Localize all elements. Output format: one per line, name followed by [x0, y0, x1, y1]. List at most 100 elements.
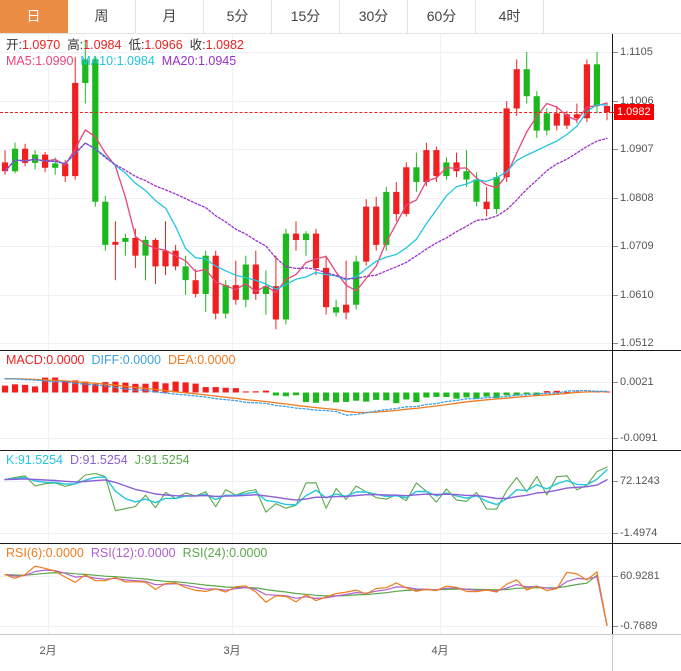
candle-body [1, 162, 9, 172]
vertical-gridline [48, 451, 49, 543]
candle-body [292, 233, 300, 240]
current-price-line [0, 112, 612, 113]
macd-histogram-bar [393, 392, 400, 404]
macd-panel[interactable]: MACD:0.0000 DIFF:0.0000 DEA:0.0000 0.0021 -… [0, 351, 681, 450]
candle-body [182, 266, 189, 281]
candle-body [252, 264, 259, 294]
macd-histogram-bar [513, 392, 520, 396]
candle-body [92, 59, 99, 202]
price-axis-label: 1.1105 [620, 46, 653, 58]
rsi-panel[interactable]: RSI(6):0.0000 RSI(12):0.0000 RSI(24):0.000… [0, 544, 681, 634]
tab-timeframe-7[interactable]: 4时 [476, 0, 544, 33]
candle-body [112, 241, 119, 245]
panel-divider [0, 450, 681, 451]
candle-body [82, 59, 89, 83]
macd-histogram-bar [433, 392, 440, 397]
panel-divider [0, 350, 681, 351]
macd-histogram-bar [302, 392, 310, 403]
time-axis-label: 3月 [223, 645, 241, 657]
candle-body [383, 191, 390, 245]
rsi-plot[interactable]: RSI(6):0.0000 RSI(12):0.0000 RSI(24):0.000… [0, 544, 612, 634]
candle-body [523, 69, 530, 97]
rsi6-line [4, 565, 608, 627]
kdj-panel[interactable]: K:91.5254 D:91.5254 J:91.5254 72.1243 -1.49… [0, 451, 681, 543]
tab-timeframe-3[interactable]: 5分 [204, 0, 272, 33]
tab-timeframe-5[interactable]: 30分 [340, 0, 408, 33]
tab-timeframe-2[interactable]: 月 [136, 0, 204, 33]
macd-histogram-bar [242, 391, 249, 393]
axis-tick [613, 246, 618, 247]
candle-body [493, 177, 500, 209]
candle-body [232, 285, 239, 300]
price-panel[interactable]: 开:1.0970 高:1.0984 低:1.0966 收:1.0982 MA5:1.09… [0, 34, 681, 350]
macd-axis: 0.0021 -0.0091 [612, 351, 681, 450]
candle-body [413, 167, 420, 182]
tab-timeframe-6[interactable]: 60分 [408, 0, 476, 33]
ma10-line [4, 103, 608, 290]
candle-body [222, 285, 229, 314]
tab-timeframe-4[interactable]: 15分 [272, 0, 340, 33]
macd-histogram-bar [282, 392, 289, 397]
panel-divider [0, 543, 681, 544]
macd-histogram-bar [172, 381, 179, 393]
candle-body [353, 261, 360, 305]
macd-histogram-bar [222, 387, 229, 393]
candle-body [443, 162, 450, 177]
macd-plot[interactable]: MACD:0.0000 DIFF:0.0000 DEA:0.0000 [0, 351, 612, 450]
vertical-gridline [232, 451, 233, 543]
candle-body [152, 239, 159, 267]
candle-body [573, 114, 580, 119]
macd-histogram-bar [453, 392, 460, 399]
axis-tick [613, 382, 618, 383]
candle-body [22, 148, 29, 163]
macd-histogram-bar [523, 392, 530, 394]
gridline [0, 576, 612, 577]
tabbar-filler [544, 0, 681, 33]
kdj-axis-label: -1.4974 [620, 527, 658, 539]
macd-histogram-bar [423, 392, 430, 398]
gridline [0, 52, 612, 53]
candle-body [323, 267, 330, 308]
candle-body [363, 206, 370, 262]
candle-body [132, 238, 139, 256]
candle-body [302, 233, 310, 240]
macd-histogram-bar [52, 377, 59, 393]
candle-body [543, 113, 550, 131]
macd-histogram-bar [182, 382, 189, 393]
kdj-axis: 72.1243 -1.4974 [612, 451, 681, 543]
chart-frame: 开:1.0970 高:1.0984 低:1.0966 收:1.0982 MA5:1.09… [0, 34, 681, 671]
candle-body [393, 191, 400, 214]
price-axis-label: 1.0907 [620, 143, 654, 155]
series-svg [4, 466, 608, 513]
macd-axis-label: -0.0091 [620, 432, 658, 444]
price-plot[interactable]: 开:1.0970 高:1.0984 低:1.0966 收:1.0982 MA5:1.09… [0, 34, 612, 350]
rsi-axis: 60.9281 -0.7689 [612, 544, 681, 634]
axis-tick [613, 576, 618, 577]
macd-histogram-bar [102, 382, 109, 393]
macd-histogram-bar [22, 384, 29, 393]
macd-histogram-bar [262, 390, 269, 393]
gridline [0, 626, 612, 627]
candle-body [282, 233, 289, 320]
price-axis-label: 1.0610 [620, 289, 654, 301]
candle-body [72, 82, 79, 177]
axis-tick [613, 52, 618, 53]
macd-histogram-bar [232, 388, 239, 393]
gridline [0, 438, 612, 439]
macd-histogram-bar [403, 392, 410, 400]
vertical-gridline [48, 544, 49, 634]
kdj-plot[interactable]: K:91.5254 D:91.5254 J:91.5254 [0, 451, 612, 543]
candle-body [503, 108, 510, 178]
axis-tick [613, 101, 618, 102]
timeframe-tabbar[interactable]: 日周月 5分 15分 30分 60分 4时 [0, 0, 681, 34]
current-price-tick [613, 112, 618, 113]
macd-histogram-bar [353, 392, 360, 401]
candle-body [343, 304, 350, 313]
time-axis-label: 2月 [39, 645, 57, 657]
tab-active-timeframe-0[interactable]: 日 [0, 0, 68, 33]
candle-body [62, 163, 69, 177]
macd-histogram-bar [553, 390, 560, 393]
tab-timeframe-1[interactable]: 周 [68, 0, 136, 33]
macd-histogram-bar [212, 387, 219, 393]
